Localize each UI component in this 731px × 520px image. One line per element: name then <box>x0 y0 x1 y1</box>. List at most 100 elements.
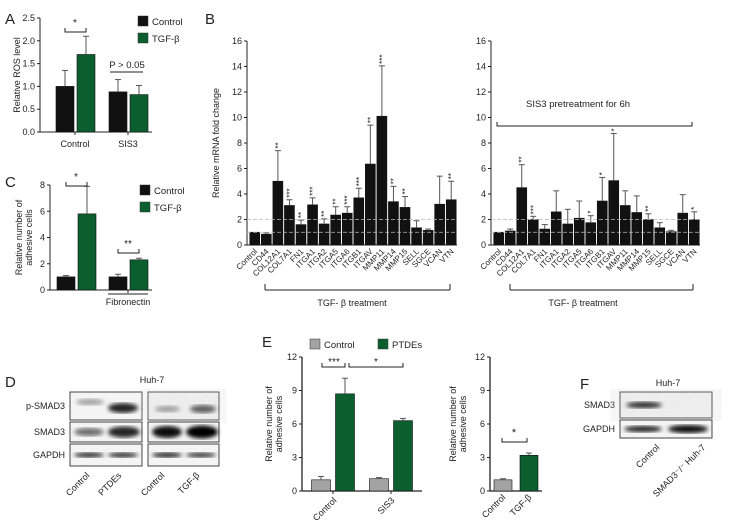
band <box>155 406 180 412</box>
bar <box>318 223 330 246</box>
y-tick-label: 4 <box>481 189 486 199</box>
significance-marker: ** <box>401 188 410 194</box>
y-tick-label: 6 <box>292 419 297 429</box>
y-tick-label: 2.0 <box>22 36 35 46</box>
significance-marker: ** <box>366 117 375 123</box>
bar <box>608 180 620 246</box>
bar <box>504 230 516 246</box>
treatment-label: TGF- β treatment <box>548 298 618 308</box>
band <box>74 428 104 436</box>
band <box>108 426 140 438</box>
bar <box>365 163 376 246</box>
bar <box>562 223 574 246</box>
y-tick-label: 2.5 <box>22 13 35 23</box>
bar <box>539 228 551 246</box>
bar <box>445 199 457 246</box>
bar <box>261 233 272 246</box>
blot-row-label: SMAD3 <box>34 427 65 437</box>
y-tick-label: 14 <box>476 62 486 72</box>
significance-marker: * <box>598 172 607 175</box>
blot-lane-label: Control <box>64 470 92 498</box>
significance-marker: * <box>690 207 699 210</box>
bar <box>341 212 353 246</box>
y-tick-label: 0.0 <box>22 127 35 137</box>
y-tick-label: 12 <box>476 87 486 97</box>
bar <box>493 479 513 492</box>
band <box>74 452 104 458</box>
panel-label-b: B <box>205 11 215 28</box>
significance-marker: *** <box>285 188 294 197</box>
band <box>186 425 218 439</box>
legend-swatch <box>377 338 389 350</box>
blot-row-label: p-SMAD3 <box>26 401 65 411</box>
legend-label: PTDEs <box>392 340 422 351</box>
y-tick-label: 9 <box>480 386 485 396</box>
bar <box>516 187 528 246</box>
band <box>624 426 662 432</box>
significance-marker: ** <box>644 206 653 212</box>
bar-control <box>56 276 76 291</box>
bar-ptdes <box>393 420 413 492</box>
significance-marker: * <box>512 427 517 439</box>
y-tick-label: 12 <box>287 352 297 362</box>
significance-marker: * <box>587 211 596 214</box>
bar-tgf <box>77 213 97 291</box>
y-tick-label: 16 <box>232 36 242 46</box>
y-tick-label: 4 <box>40 233 45 243</box>
band <box>76 399 104 405</box>
panel-label-e: E <box>262 334 272 351</box>
bar <box>399 207 411 246</box>
bar <box>434 203 445 246</box>
y-tick-label: 3 <box>480 453 485 463</box>
significance-marker: *** <box>328 357 340 368</box>
y-tick-label: 0 <box>480 486 485 496</box>
y-tick-label: 9 <box>292 386 297 396</box>
significance-marker: ** <box>297 212 306 218</box>
bar <box>585 222 597 246</box>
significance-marker: * <box>374 357 378 368</box>
y-tick-label: 0 <box>292 486 297 496</box>
y-tick-label: 4 <box>237 189 242 199</box>
significance-marker: ** <box>447 173 456 179</box>
legend-label: TGF-β <box>152 34 180 45</box>
x-tick-label: Fibronectin <box>106 297 151 307</box>
bar <box>295 224 307 246</box>
blot-2-left <box>69 443 143 467</box>
y-axis-label: Relative number of <box>448 386 458 462</box>
bar <box>619 205 631 246</box>
y-tick-label: 6 <box>480 419 485 429</box>
y-tick-label: 8 <box>237 138 242 148</box>
significance-bracket <box>321 363 346 368</box>
x-tick-label: Control <box>480 492 508 520</box>
bar-tgf <box>76 54 96 133</box>
y-tick-label: 8 <box>40 180 45 190</box>
bar <box>573 217 585 246</box>
band <box>190 405 216 413</box>
blot-lane-label: Control <box>139 470 167 498</box>
significance-marker: ** <box>320 211 329 217</box>
y-tick-label: 3 <box>292 453 297 463</box>
band <box>152 452 182 458</box>
bar <box>596 200 608 246</box>
significance-marker: * <box>74 172 78 183</box>
legend-label: Control <box>324 340 355 351</box>
significance-marker: *** <box>529 205 538 214</box>
blot-2-right <box>147 443 220 467</box>
band <box>108 403 138 413</box>
y-tick-label: 0 <box>237 240 242 250</box>
legend-label: Control <box>154 186 185 197</box>
significance-bracket <box>117 249 140 254</box>
blot-row-label: GAPDH <box>583 424 615 434</box>
y-axis-label: Relative ROS level <box>12 37 22 113</box>
bar <box>307 204 318 246</box>
significance-marker: *** <box>355 177 364 186</box>
band <box>668 425 708 433</box>
legend-swatch <box>309 338 321 350</box>
y-tick-label: 14 <box>232 62 242 72</box>
x-tick-label: TGF-β <box>508 492 534 518</box>
panel-label-a: A <box>5 11 15 28</box>
bar <box>493 231 505 246</box>
y-tick-label: 6 <box>237 164 242 174</box>
bar <box>353 197 365 246</box>
significance-marker: *** <box>309 186 318 195</box>
